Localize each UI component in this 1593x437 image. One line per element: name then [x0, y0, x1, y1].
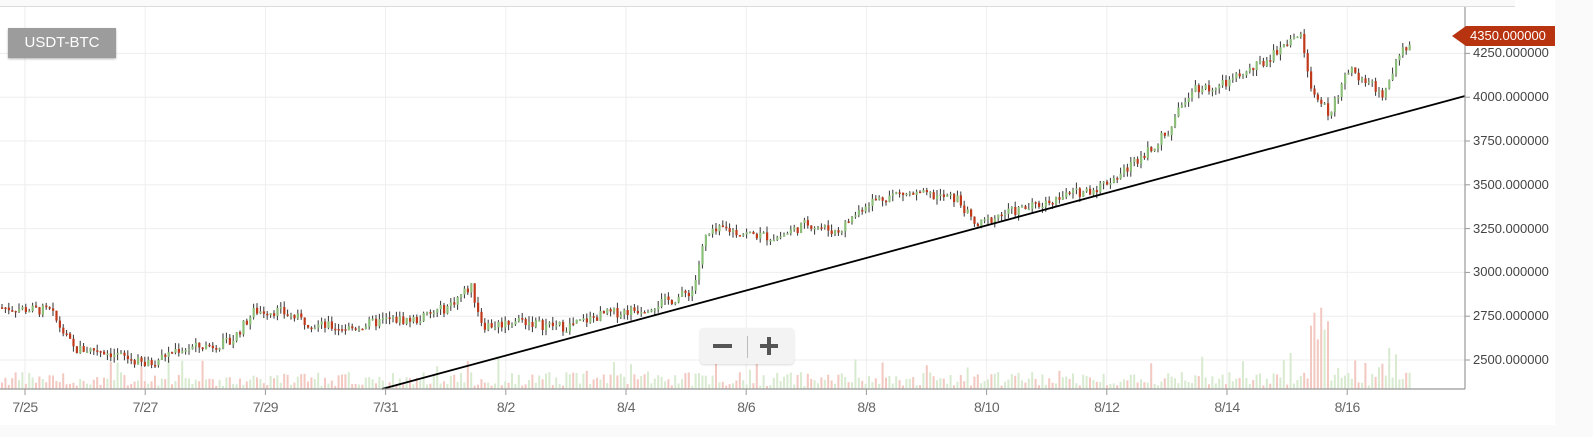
volume-bars — [1, 307, 1411, 389]
y-tick-label: 3750.000000 — [1473, 133, 1549, 148]
y-tick-label: 4000.000000 — [1473, 89, 1549, 105]
x-tick-label: 8/16 — [1334, 399, 1361, 415]
x-tick-label: 7/31 — [372, 399, 399, 415]
x-tick-label: 7/25 — [12, 399, 38, 415]
symbol-badge: USDT-BTC — [8, 28, 116, 58]
zoom-in-button[interactable] — [748, 328, 794, 364]
x-tick-label: 8/14 — [1214, 399, 1240, 415]
y-tick-label: 2500.000000 — [1473, 352, 1549, 367]
x-tick-label: 8/6 — [737, 399, 756, 415]
x-tick-label: 8/12 — [1094, 399, 1120, 415]
right-margin — [1555, 0, 1593, 437]
x-tick-label: 7/29 — [252, 399, 279, 415]
y-tick-label: 2750.000000 — [1473, 308, 1549, 324]
x-tick-label: 7/27 — [132, 399, 159, 415]
zoom-separator — [747, 336, 748, 358]
x-tick-label: 8/8 — [857, 399, 876, 415]
plus-icon-vertical — [767, 337, 771, 355]
x-tick-label: 8/2 — [496, 399, 515, 415]
y-tick-label: 3000.000000 — [1473, 264, 1549, 280]
y-tick-label: 4250.000000 — [1473, 45, 1549, 61]
x-tick-label: 8/4 — [617, 399, 635, 415]
minus-icon — [713, 344, 732, 348]
candles — [1, 29, 1411, 369]
x-tick-label: 8/10 — [973, 399, 1000, 415]
current-price-tag: 4350.000000 — [1466, 26, 1555, 46]
bottom-margin — [0, 425, 1555, 437]
y-tick-label: 3500.000000 — [1473, 176, 1549, 192]
zoom-control — [700, 328, 794, 364]
top-border — [0, 0, 1515, 7]
price-tag-arrow — [1452, 26, 1466, 46]
trend-line[interactable] — [381, 95, 1466, 390]
y-tick-label: 3250.000000 — [1473, 220, 1549, 236]
zoom-out-button[interactable] — [700, 328, 746, 364]
